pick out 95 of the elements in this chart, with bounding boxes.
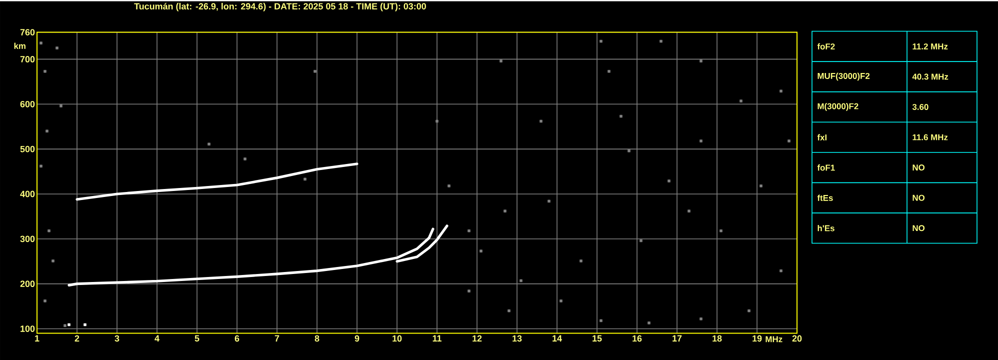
x-tick-label: 17 — [672, 335, 682, 342]
x-tick-label: 12 — [472, 335, 482, 342]
point — [780, 90, 782, 92]
text: NO — [912, 224, 925, 231]
x-tick-label: 8 — [314, 335, 320, 342]
point — [46, 130, 48, 132]
x-tick-label: 7 — [274, 335, 280, 342]
x-tick-label: 3 — [114, 335, 120, 342]
point — [44, 299, 46, 302]
x-tick-label: 10 — [392, 335, 402, 342]
point — [52, 259, 54, 262]
y-tick-label: 200 — [20, 280, 35, 287]
point — [648, 321, 650, 324]
y-tick-label: 500 — [20, 146, 35, 152]
point — [600, 319, 602, 322]
x-tick-label: 16 — [632, 335, 642, 342]
point — [208, 142, 210, 146]
point — [640, 239, 642, 242]
point — [44, 70, 46, 73]
x-tick-label: 18 — [712, 335, 722, 342]
text: 3.60 — [912, 104, 928, 110]
point — [480, 250, 482, 252]
y-tick-label: 760 — [20, 28, 35, 36]
point — [740, 99, 742, 102]
text: NO — [912, 194, 925, 201]
point — [620, 114, 622, 118]
y-axis-title: km — [14, 42, 26, 49]
point — [780, 269, 782, 272]
point — [468, 290, 470, 292]
point — [304, 178, 306, 180]
text: MUF(3000)F2 — [818, 72, 870, 80]
point — [500, 59, 502, 62]
point — [504, 210, 506, 212]
chart-title: Tucumán (lat: -26.9, lon: 294.6) - DATE: 2025 05 18 - TIME (UT): 03:00 — [134, 2, 426, 12]
point — [314, 70, 316, 73]
point — [436, 120, 438, 122]
point — [720, 229, 722, 232]
point — [608, 70, 610, 73]
x-tick-label: 13 — [512, 335, 522, 342]
text: h'Es — [818, 224, 834, 232]
y-tick-label: 300 — [20, 236, 35, 242]
point — [520, 279, 522, 282]
x-tick-label: 5 — [194, 335, 200, 342]
point — [540, 120, 542, 122]
point — [668, 179, 670, 182]
point — [448, 184, 450, 188]
point — [560, 299, 562, 302]
text: NO — [912, 164, 925, 170]
point — [60, 104, 62, 108]
point — [40, 42, 42, 44]
point — [580, 259, 582, 262]
point — [244, 157, 246, 160]
point — [600, 40, 602, 43]
x-tick-label: 14 — [552, 335, 562, 342]
point — [64, 324, 66, 327]
point — [56, 46, 58, 50]
point — [68, 323, 70, 326]
point — [508, 309, 510, 312]
y-tick-label: 700 — [20, 56, 35, 62]
text: 11.6 MHz — [912, 134, 948, 140]
point — [700, 139, 702, 142]
text: M(3000)F2 — [818, 102, 858, 111]
y-tick-label: 400 — [20, 190, 35, 198]
point — [548, 200, 550, 202]
x-tick-label: 19 — [752, 335, 762, 342]
text: fxI — [817, 134, 827, 140]
x-tick-label: 15 — [592, 335, 602, 342]
point — [688, 210, 690, 212]
text: foF2 — [817, 43, 835, 50]
x-tick-label: 6 — [234, 335, 240, 342]
x-tick-label: 2 — [74, 335, 80, 342]
point — [48, 229, 50, 232]
point — [700, 317, 702, 320]
text: 40.3 MHz — [912, 74, 948, 80]
point — [84, 323, 86, 326]
point — [40, 164, 42, 168]
y-tick-label: 100 — [20, 325, 35, 332]
line-series — [76, 162, 358, 201]
point — [700, 59, 702, 62]
text: foF1 — [817, 164, 835, 171]
point — [468, 229, 470, 232]
x-tick-label: 11 — [432, 335, 442, 342]
text: ftEs — [817, 194, 833, 201]
point — [660, 40, 662, 43]
point — [760, 184, 762, 188]
x-tick-label: 4 — [154, 335, 160, 342]
point — [788, 139, 790, 142]
x-tick-label: 9 — [354, 335, 360, 342]
point — [628, 149, 630, 152]
x-tick-label: 1 — [35, 335, 40, 342]
y-tick-label: 600 — [20, 100, 35, 108]
text: 11.2 MHz — [912, 43, 948, 50]
point — [748, 309, 750, 312]
x-tick-label: 20 — [792, 335, 802, 342]
x-axis-title: MHz — [766, 336, 782, 342]
